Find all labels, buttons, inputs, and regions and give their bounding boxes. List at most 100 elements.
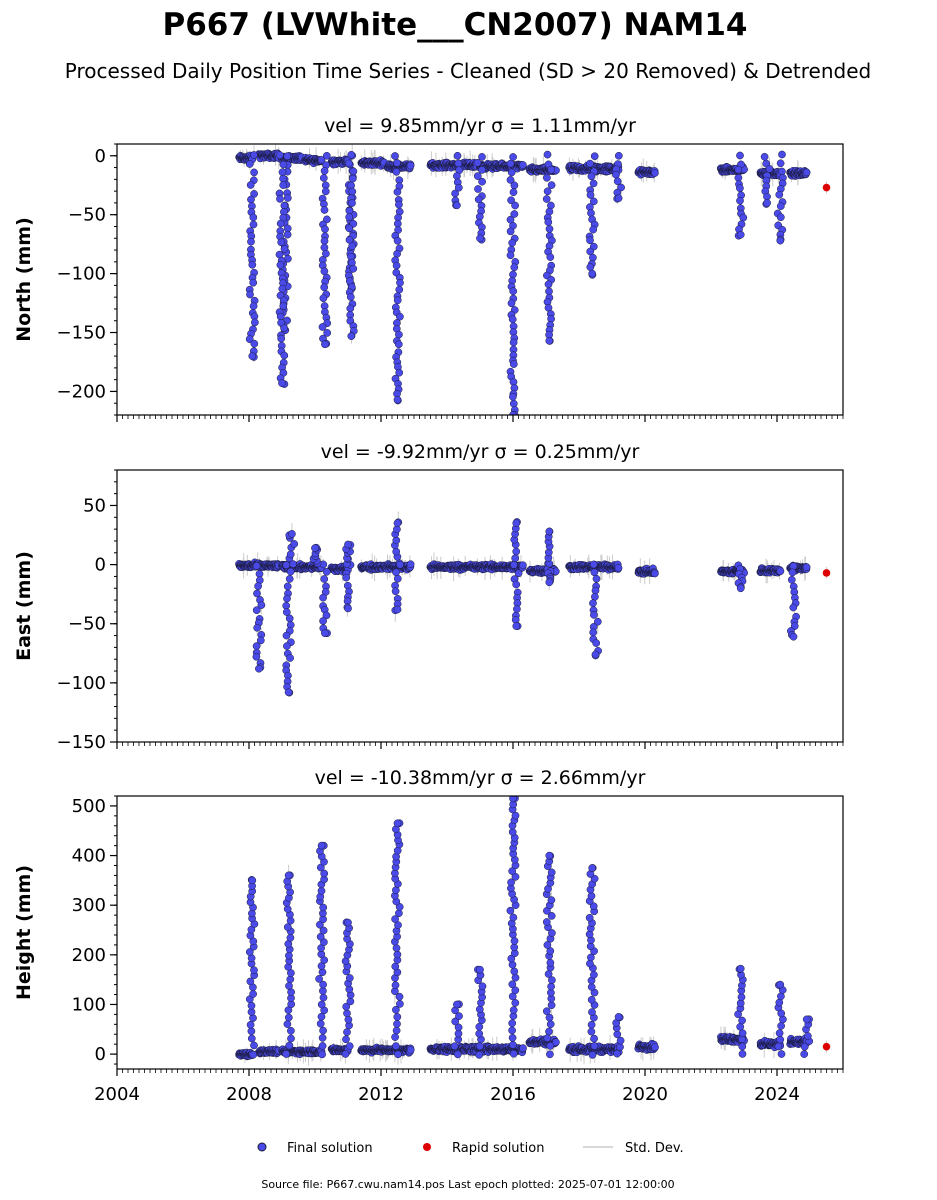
data-point <box>278 379 286 388</box>
data-point <box>547 165 556 174</box>
data-point <box>406 161 415 170</box>
data-point <box>509 287 518 296</box>
data-point <box>279 181 288 189</box>
data-point <box>320 206 329 214</box>
data-point <box>547 896 556 904</box>
data-point <box>589 628 598 637</box>
rapid-point <box>822 1042 831 1051</box>
data-point <box>343 1028 351 1036</box>
data-point <box>510 210 519 218</box>
data-point <box>592 574 601 583</box>
data-point <box>255 664 263 673</box>
data-point <box>283 642 291 650</box>
data-point <box>391 587 400 596</box>
data-point <box>318 323 327 331</box>
data-point <box>253 623 262 632</box>
data-point <box>342 1035 350 1044</box>
data-point <box>254 582 262 591</box>
data-point <box>393 519 402 528</box>
data-point <box>317 1000 326 1009</box>
data-point <box>509 399 518 408</box>
data-point <box>279 174 287 183</box>
data-point <box>391 981 400 990</box>
data-point <box>511 973 520 982</box>
data-point <box>321 340 329 349</box>
data-point <box>587 995 596 1004</box>
data-point <box>391 1033 399 1041</box>
data-point <box>348 174 357 183</box>
data-point <box>315 975 323 983</box>
data-point <box>454 183 463 192</box>
data-point <box>285 575 294 583</box>
data-point <box>451 1017 460 1026</box>
data-point <box>257 601 266 609</box>
data-point <box>290 540 299 548</box>
data-point <box>590 611 598 619</box>
data-point <box>286 550 295 559</box>
data-point <box>406 1046 415 1054</box>
data-point <box>508 867 517 875</box>
data-point <box>586 191 595 199</box>
data-point <box>775 1029 784 1037</box>
data-point <box>547 982 555 991</box>
data-point <box>476 1042 484 1051</box>
data-point <box>344 1015 353 1024</box>
data-point <box>788 568 797 577</box>
data-point <box>247 1027 256 1036</box>
data-point <box>453 151 462 160</box>
data-point <box>391 915 399 923</box>
data-point <box>319 903 328 912</box>
data-point <box>475 1029 484 1038</box>
data-point <box>280 351 289 360</box>
data-point <box>317 841 326 850</box>
data-point <box>545 1013 554 1022</box>
data-point <box>617 183 625 192</box>
y-tick-label: −50 <box>68 614 106 635</box>
y-tick-label: −100 <box>57 673 106 694</box>
data-point <box>394 1050 402 1059</box>
data-point <box>776 236 785 245</box>
data-point <box>451 189 459 198</box>
data-point <box>588 1008 596 1016</box>
data-point <box>545 1027 553 1036</box>
data-point <box>391 962 400 971</box>
data-point <box>589 560 598 569</box>
data-point <box>252 642 261 650</box>
panel-1-stddev-bars <box>242 511 827 676</box>
data-point <box>544 280 553 289</box>
data-point <box>587 1020 596 1029</box>
data-point <box>507 878 515 887</box>
data-point <box>392 167 401 176</box>
data-point <box>246 181 255 189</box>
data-point <box>586 159 594 168</box>
data-point <box>285 614 294 623</box>
data-point <box>284 1013 293 1022</box>
data-point <box>519 161 527 169</box>
data-point <box>509 913 518 922</box>
data-point <box>319 993 328 1002</box>
y-tick-label: 0 <box>95 146 106 167</box>
data-point <box>285 1041 294 1050</box>
data-point <box>392 1042 400 1050</box>
panel-0: 0 −50 −100 −150 −200 vel = 9.85mm/yr σ = 1.11… <box>13 115 844 422</box>
data-point <box>393 605 402 614</box>
data-point <box>392 547 401 556</box>
data-point <box>348 242 357 250</box>
data-point <box>612 170 620 179</box>
data-point <box>276 219 285 228</box>
y-tick-label: 0 <box>95 1044 106 1065</box>
data-point <box>392 944 401 952</box>
data-point <box>590 152 599 161</box>
data-point <box>320 167 329 175</box>
data-point <box>789 632 798 641</box>
data-point <box>283 594 291 603</box>
data-point <box>396 1000 404 1008</box>
data-point <box>616 1036 625 1045</box>
data-point <box>343 1009 351 1018</box>
data-point <box>736 964 745 973</box>
data-point <box>283 230 292 239</box>
data-point <box>474 185 482 193</box>
data-point <box>545 578 554 587</box>
panel-1-title: vel = -9.92mm/yr σ = 0.25mm/yr <box>321 441 640 463</box>
